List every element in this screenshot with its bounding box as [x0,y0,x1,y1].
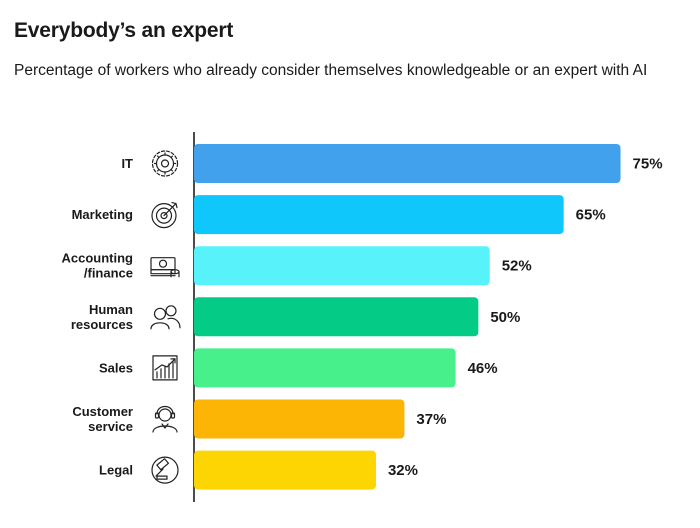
chart-subtitle: Percentage of workers who already consid… [14,62,648,79]
gear-icon [151,150,179,177]
bar [194,246,490,286]
value-label: 32% [388,462,418,479]
bar [194,450,376,490]
category-label: Legal [99,463,133,478]
value-label: 37% [416,411,446,428]
category-label: Human resources [71,302,133,332]
customer-service-icon [152,405,178,433]
value-label: 75% [633,156,663,173]
category-label: Marketing [72,207,133,222]
chart-title: Everybody’s an expert [14,19,234,42]
bar [194,195,564,235]
category-label: Sales [99,360,133,375]
value-label: 65% [576,207,606,224]
gavel-icon [151,456,179,484]
category-label: Customer service [72,404,133,434]
bar [194,297,479,337]
category-label: IT [121,156,133,171]
people-icon [150,305,181,330]
value-label: 50% [490,309,520,326]
value-label: 52% [502,258,532,275]
money-icon [150,257,180,278]
target-icon [151,202,178,229]
bar [194,144,621,183]
category-label: Accounting/finance [62,251,134,281]
chart-growth-icon [152,355,178,381]
bar [194,399,405,439]
bar [194,348,456,388]
value-label: 46% [468,360,498,377]
